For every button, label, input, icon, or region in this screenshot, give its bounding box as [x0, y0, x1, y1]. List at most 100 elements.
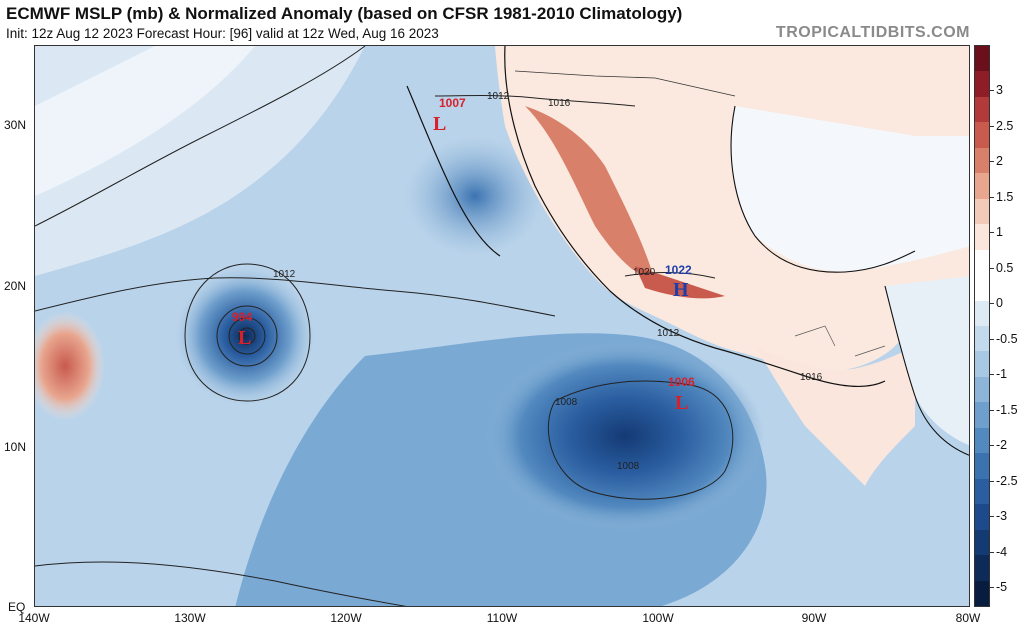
colorbar-label: 0.5 [996, 260, 1014, 275]
colorbar-label: 2 [996, 154, 1003, 168]
colorbar-segment [975, 453, 989, 479]
low-baja: 1007 L [433, 96, 466, 135]
gulf-coastline [730, 105, 916, 273]
colorbar-tick [990, 445, 994, 446]
isobar-1012-west [35, 277, 556, 317]
lon-label-100w: 100W [642, 611, 674, 625]
map-canvas: 1012 1016 1012 1020 1012 1008 1008 1016 … [35, 46, 969, 606]
colorbar-tick [990, 551, 994, 553]
us-mexico-border [514, 70, 736, 97]
colorbar-label: -3 [996, 509, 1008, 523]
high-mexico: 1022 H [665, 263, 692, 301]
colorbar-tick [990, 338, 994, 340]
lon-label-130w: 130W [174, 611, 206, 625]
colorbar-segment [975, 147, 989, 174]
colorbar-tick [990, 161, 994, 162]
isobar-label: 1008 [617, 461, 640, 472]
colorbar-label: 2.5 [996, 118, 1014, 133]
colorbar-segment [975, 224, 989, 250]
colorbar-tick [990, 196, 994, 198]
pressure-value: 1007 [439, 96, 466, 110]
isobar-hurricane-outer [184, 263, 311, 402]
isobar-hurricane-inner [228, 317, 266, 355]
colorbar-label: -4 [996, 544, 1008, 559]
colorbar-segment [975, 300, 989, 326]
lon-label-80w: 80W [955, 611, 981, 625]
colorbar-label: -2.5 [996, 473, 1018, 488]
colorbar-label: -2 [996, 438, 1008, 452]
colorbar-segment [975, 71, 989, 97]
caribbean-coastline [884, 285, 969, 456]
isobar-label: 1012 [273, 269, 296, 280]
lon-label-140w: 140W [18, 611, 50, 625]
gulf-of-mexico [731, 106, 969, 272]
isobar-1016-north [434, 95, 636, 107]
colorbar-segment [975, 46, 989, 72]
colorbar-segment [975, 198, 989, 225]
colorbar-segment [975, 504, 989, 530]
isobar-label: 1012 [487, 91, 510, 102]
central-america-borders [794, 325, 886, 357]
isobar-label: 1012 [657, 328, 680, 339]
colorbar-label: 1 [996, 225, 1003, 239]
colorbar-label: -5 [996, 580, 1008, 594]
colorbar-tick [990, 516, 994, 517]
colorbar-segment [975, 325, 989, 352]
colorbar [974, 45, 990, 607]
colorbar-label: -1 [996, 367, 1008, 381]
pressure-symbol: H [673, 279, 689, 301]
isobar-south [35, 561, 407, 606]
colorbar-label: 1.5 [996, 189, 1014, 204]
colorbar-segment [975, 478, 989, 505]
brand-watermark: TROPICALTIDBITS.COM [775, 24, 970, 41]
colorbar-tick [990, 90, 994, 91]
colorbar-label: 0 [996, 296, 1003, 310]
pressure-value: 1006 [668, 375, 695, 389]
lat-label-20n: 20N [4, 279, 27, 293]
lon-label-110w: 110W [486, 611, 518, 625]
warm-anomaly-west [35, 311, 105, 421]
colorbar-tick [990, 232, 994, 233]
baja-low-anomaly [405, 136, 545, 256]
colorbar-segment [975, 351, 989, 377]
lon-label-120w: 120W [330, 611, 362, 625]
isobar-label: 1016 [800, 372, 823, 383]
colorbar-segment [975, 173, 989, 199]
colorbar-tick [990, 409, 994, 411]
high-anomaly-warm [635, 266, 725, 299]
pressure-value: 994 [232, 310, 252, 324]
baja-coastline [406, 85, 501, 257]
colorbar-segment [975, 580, 989, 606]
colorbar-label: -1.5 [996, 402, 1018, 417]
colorbar-tick [990, 303, 994, 304]
colorbar-tick [990, 374, 994, 375]
caribbean-sea [885, 276, 969, 446]
map-title: ECMWF MSLP (mb) & Normalized Anomaly (ba… [6, 4, 683, 23]
isobar-label: 1020 [633, 267, 656, 278]
isobar-1008-epac [548, 380, 734, 500]
lat-label-eq: EQ [8, 600, 26, 614]
colorbar-segment [975, 376, 989, 403]
colorbar-segment [975, 427, 989, 454]
isobar-hurricane-core [238, 327, 256, 345]
colorbar-label: 3 [996, 83, 1003, 97]
isobar-label: 1016 [548, 98, 571, 109]
lat-label-30n: 30N [4, 118, 27, 132]
colorbar-tick [990, 125, 994, 127]
pacific-coastline [504, 46, 886, 388]
pressure-symbol: L [238, 327, 251, 349]
isobar-label: 1008 [555, 397, 578, 408]
near-zero-band [35, 46, 255, 196]
colorbar-tick [990, 587, 994, 588]
pressure-value: 1022 [665, 263, 692, 277]
lon-label-90w: 90W [801, 611, 827, 625]
colorbar-segment [975, 275, 989, 301]
colorbar-segment [975, 122, 989, 148]
lat-label-10n: 10N [4, 440, 27, 454]
colorbar-segment [975, 249, 989, 276]
hurricane-anomaly [175, 266, 315, 406]
colorbar-segment [975, 96, 989, 123]
colorbar-segment [975, 402, 989, 428]
low-east-pacific: 1006 L [668, 375, 695, 414]
pressure-symbol: L [433, 113, 446, 135]
